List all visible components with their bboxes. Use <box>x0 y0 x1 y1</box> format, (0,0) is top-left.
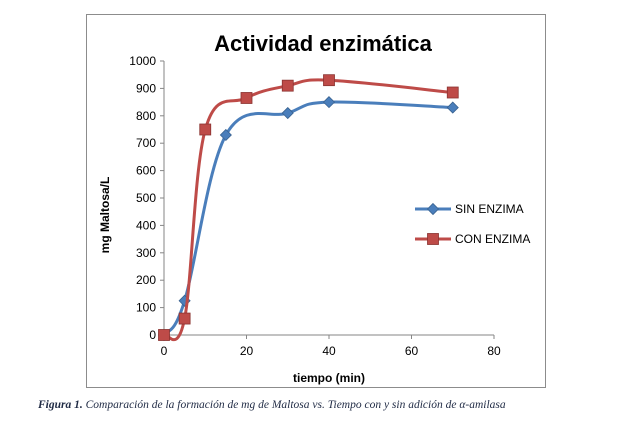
data-point-con-enzima <box>323 74 335 87</box>
data-point-con-enzima <box>178 312 191 325</box>
line-chart: Actividad enzimática mg Maltosa/L tiempo… <box>98 31 530 385</box>
legend-label: CON ENZIMA <box>455 232 530 246</box>
data-point-con-enzima <box>281 79 294 92</box>
data-point-sin-enzima <box>219 128 232 142</box>
legend-label: SIN ENZIMA <box>455 202 524 216</box>
series-con-enzima <box>158 74 459 342</box>
y-tick-label: 0 <box>149 328 156 342</box>
y-tick-label: 600 <box>136 164 156 178</box>
y-tick-label: 200 <box>136 273 156 287</box>
y-tick-label: 900 <box>136 81 156 95</box>
data-point-con-enzima <box>199 123 212 136</box>
y-tick-label: 800 <box>136 109 156 123</box>
y-tick-label: 700 <box>136 136 156 150</box>
series-line-sin-enzima <box>162 100 453 336</box>
legend-item-con-enzima: CON ENZIMA <box>415 232 530 246</box>
data-point-sin-enzima <box>322 96 336 109</box>
data-point-sin-enzima <box>446 101 459 114</box>
legend-marker <box>427 233 439 245</box>
caption-text: Comparación de la formación de mg de Mal… <box>82 399 506 411</box>
y-tick-label: 100 <box>136 301 156 315</box>
x-tick-label: 0 <box>161 344 168 358</box>
data-point-con-enzima <box>446 86 459 99</box>
y-tick-label: 500 <box>136 191 156 205</box>
chart-title: Actividad enzimática <box>214 31 432 56</box>
legend-item-sin-enzima: SIN ENZIMA <box>415 202 524 216</box>
data-point-con-enzima <box>158 329 170 341</box>
series-line-con-enzima <box>163 78 453 342</box>
y-tick-label: 300 <box>136 246 156 260</box>
y-tick-label: 1000 <box>129 54 156 68</box>
y-axis-label: mg Maltosa/L <box>98 177 112 254</box>
y-tick-label: 400 <box>136 218 156 232</box>
x-tick-label: 40 <box>322 344 336 358</box>
legend: SIN ENZIMA CON ENZIMA <box>415 202 530 246</box>
axes: 0 100 200 300 400 500 600 700 800 900 1000 0 20 40 60 8… <box>129 54 501 358</box>
x-tick-label: 80 <box>487 344 501 358</box>
figure-caption: Figura 1. Comparación de la formación de… <box>38 399 632 411</box>
x-tick-label: 60 <box>405 344 419 358</box>
chart-area: Actividad enzimática mg Maltosa/L tiempo… <box>86 14 546 388</box>
data-point-sin-enzima <box>281 106 294 120</box>
x-tick-label: 20 <box>240 344 254 358</box>
legend-marker <box>426 202 440 216</box>
data-point-con-enzima <box>240 92 253 104</box>
series-lines <box>157 74 459 342</box>
caption-lead: Figura 1. <box>38 399 83 411</box>
x-axis-label: tiempo (min) <box>293 371 365 385</box>
